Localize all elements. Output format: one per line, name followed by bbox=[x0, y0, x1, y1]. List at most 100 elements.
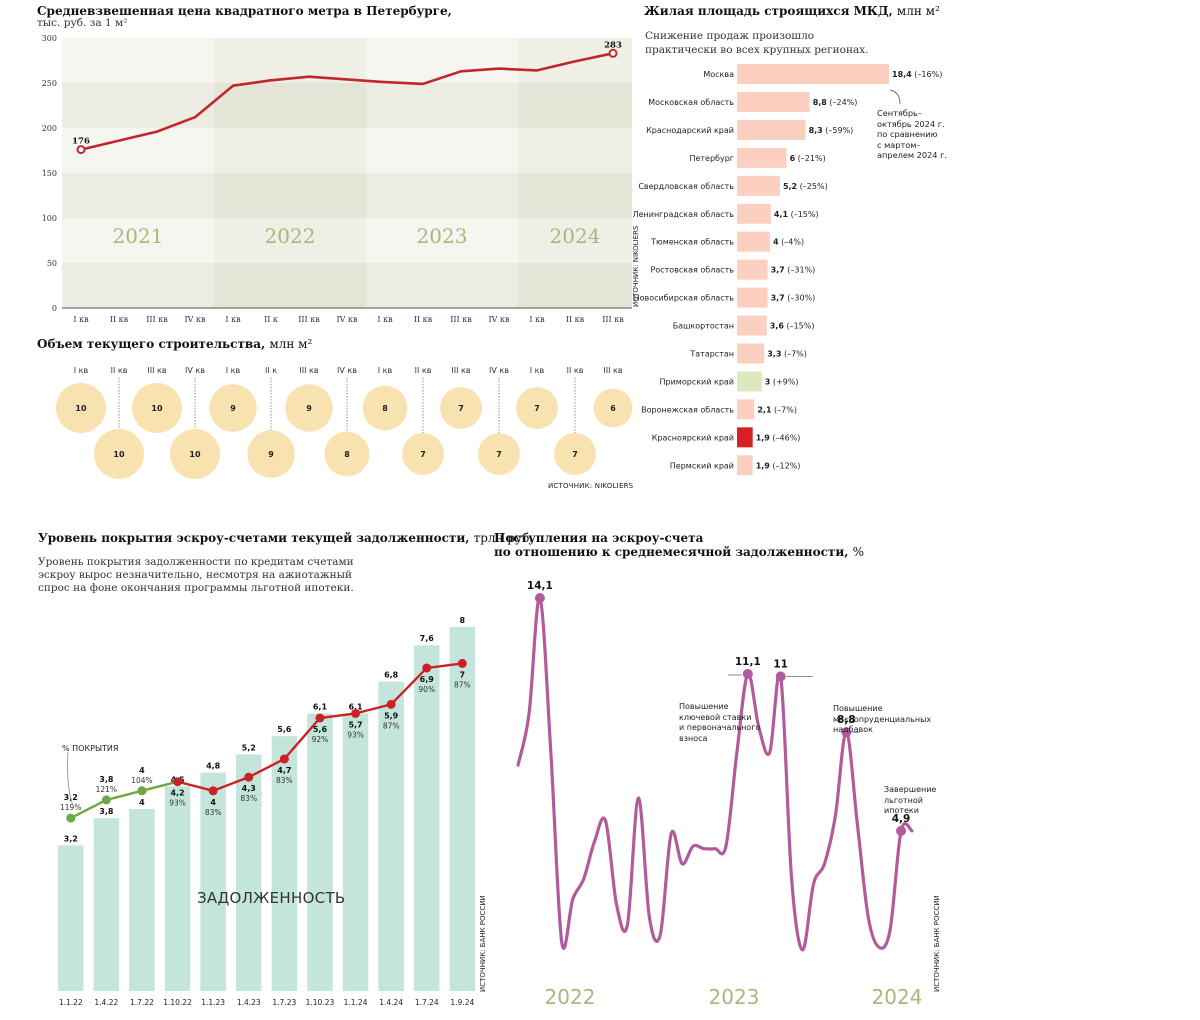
price-xtick: II к bbox=[264, 315, 278, 324]
inflow-point-label: 4,9 bbox=[892, 813, 911, 825]
coverage-pct-label: 90% bbox=[418, 685, 435, 694]
bubble-label: 10 bbox=[189, 450, 201, 459]
price-ytick: 100 bbox=[42, 214, 57, 223]
escrow-value-label: 4,3 bbox=[242, 784, 256, 793]
coverage-label-connector bbox=[67, 751, 75, 809]
coverage-pct-label: 92% bbox=[312, 735, 329, 744]
region-label: Петербург bbox=[689, 154, 734, 163]
regions-chart: Москва 18,4 (–16%) Московская область 8,8 (… bbox=[633, 64, 942, 476]
inflow-chart: 14,1 11,1 11 8,8 4,9 2022 2023 2024 bbox=[516, 580, 922, 1009]
escrow-value-label: 5,6 bbox=[313, 725, 328, 734]
construction-chart-title: Объем текущего строительства, млн м² bbox=[37, 337, 313, 351]
price-band bbox=[518, 218, 632, 263]
price-xtick: I кв bbox=[73, 315, 89, 324]
price-band bbox=[214, 173, 366, 218]
escrow-value-label: 4,2 bbox=[170, 789, 184, 798]
region-value: 4 (–4%) bbox=[773, 238, 804, 247]
region-label: Красноярский край bbox=[652, 433, 734, 442]
escrow-value-label: 5,7 bbox=[348, 720, 362, 729]
region-label: Краснодарский край bbox=[646, 126, 734, 135]
coverage-point bbox=[101, 795, 111, 805]
price-ytick: 250 bbox=[42, 79, 57, 88]
coverage-point bbox=[279, 754, 289, 764]
escrow-value-label: 6,9 bbox=[420, 675, 435, 684]
bubble-xtick: I кв bbox=[74, 366, 89, 375]
debt-bar bbox=[200, 772, 226, 991]
bubble-label: 7 bbox=[420, 450, 426, 459]
inflow-point bbox=[742, 668, 753, 679]
price-band bbox=[366, 38, 518, 83]
inflow-line bbox=[516, 596, 914, 952]
debt-bar bbox=[129, 809, 155, 991]
bubble-xtick: III кв bbox=[299, 366, 318, 375]
debt-bar bbox=[271, 736, 298, 991]
bubble-xtick: II кв bbox=[111, 366, 128, 375]
price-ytick: 0 bbox=[52, 304, 57, 313]
region-value: 18,4 (–16%) bbox=[892, 70, 942, 79]
inflow-point bbox=[534, 593, 545, 603]
debt-bar-label: 6,8 bbox=[384, 671, 399, 680]
price-line bbox=[80, 52, 614, 151]
region-bar bbox=[737, 371, 762, 392]
region-value: 6 (–21%) bbox=[790, 154, 826, 163]
escrow-value-label: 7 bbox=[460, 670, 466, 679]
price-band bbox=[214, 38, 366, 83]
region-value: 8,8 (–24%) bbox=[813, 98, 858, 107]
region-bar bbox=[737, 287, 768, 308]
bubble-label: 10 bbox=[113, 450, 125, 459]
bubble bbox=[170, 429, 220, 479]
price-band bbox=[62, 38, 214, 83]
coverage-xtick: 1.10.22 bbox=[163, 998, 192, 1007]
price-year-label: 2021 bbox=[113, 224, 164, 248]
price-band bbox=[518, 83, 632, 128]
inflow-point bbox=[775, 671, 786, 682]
coverage-pct-label: 104% bbox=[131, 776, 152, 785]
bubble-xtick: I кв bbox=[530, 366, 545, 375]
debt-bar-label: 8 bbox=[460, 616, 466, 625]
price-xtick: II кв bbox=[566, 315, 585, 324]
debt-bar bbox=[342, 713, 369, 991]
bubble-xtick: I кв bbox=[378, 366, 393, 375]
coverage-pct-label: 119% bbox=[60, 803, 81, 812]
bubble bbox=[132, 383, 182, 433]
bubble-label: 9 bbox=[268, 450, 274, 459]
bubble-xtick: II кв bbox=[567, 366, 584, 375]
debt-bar-label: 3,2 bbox=[64, 834, 78, 843]
debt-bar bbox=[164, 786, 191, 991]
coverage-point bbox=[351, 708, 361, 718]
debt-label: ЗАДОЛЖЕННОСТЬ bbox=[197, 889, 346, 907]
price-point-label: 283 bbox=[604, 40, 622, 50]
price-band bbox=[518, 263, 632, 308]
inflow-point-label: 8,8 bbox=[837, 714, 856, 726]
price-chart-title: Средневзвешенная цена квадратного метра … bbox=[37, 4, 452, 18]
inflow-annotation-2: Повышение макропруденциальных надбавок bbox=[833, 704, 932, 734]
coverage-pct-label: 83% bbox=[205, 808, 222, 817]
bubble-label: 8 bbox=[382, 404, 388, 413]
coverage-xtick: 1.4.24 bbox=[379, 998, 403, 1007]
inflow-point bbox=[841, 727, 852, 738]
price-band bbox=[518, 173, 632, 218]
region-bar bbox=[737, 343, 765, 364]
bubble-label: 10 bbox=[151, 404, 163, 413]
price-band bbox=[62, 218, 214, 263]
escrow-coverage-chart: 3,21.1.223,81.4.2241.7.224,51.10.224,81.… bbox=[58, 616, 476, 1007]
bubble-xtick: I кв bbox=[226, 366, 241, 375]
region-bar bbox=[737, 399, 755, 420]
region-value: 5,2 (–25%) bbox=[783, 182, 828, 191]
price-xtick: II кв bbox=[110, 315, 129, 324]
debt-bar-label: 4 bbox=[139, 798, 145, 807]
bubble bbox=[94, 429, 144, 479]
escrow-coverage-desc: Уровень покрытия задолженности по кредит… bbox=[38, 556, 354, 594]
coverage-point bbox=[137, 786, 147, 796]
price-xtick: I кв bbox=[377, 315, 393, 324]
escrow-value-label: 4 bbox=[139, 766, 145, 775]
region-label: Пермский край bbox=[670, 461, 734, 470]
coverage-point bbox=[66, 813, 76, 823]
price-ytick: 150 bbox=[42, 169, 57, 178]
price-ytick: 200 bbox=[42, 124, 57, 133]
bubble bbox=[440, 387, 482, 429]
region-bar bbox=[737, 315, 767, 336]
region-label: Новосибирская область bbox=[634, 294, 735, 303]
debt-bar bbox=[236, 754, 262, 991]
bubble bbox=[362, 385, 408, 431]
